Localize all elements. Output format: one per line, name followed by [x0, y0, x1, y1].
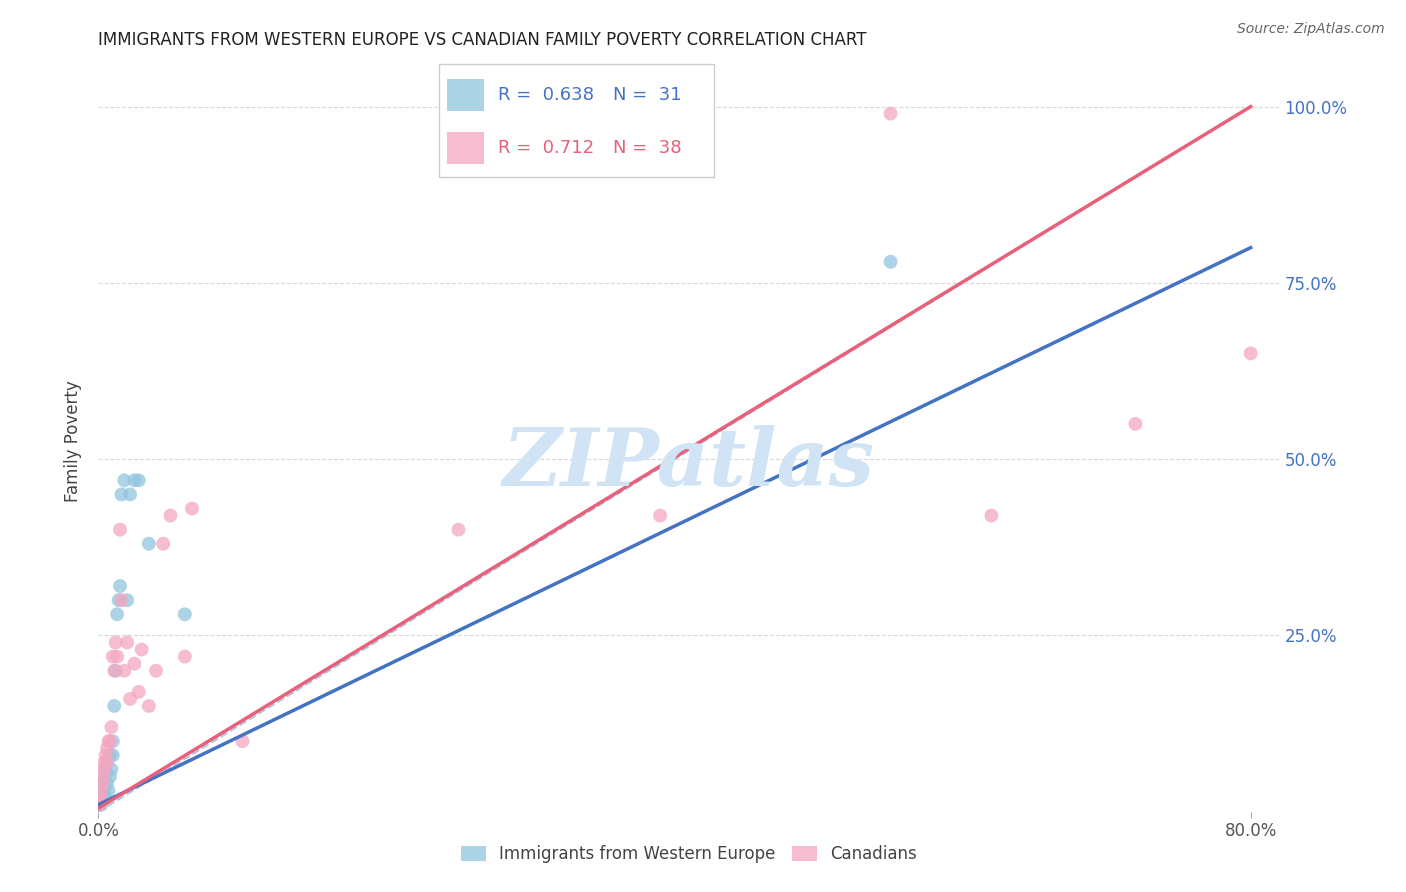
Point	[173, 649, 195, 664]
Point	[96, 756, 118, 770]
Point	[96, 776, 118, 790]
Point	[104, 635, 127, 649]
Point	[879, 106, 901, 120]
Point	[115, 593, 138, 607]
Point	[159, 508, 181, 523]
Point	[112, 664, 135, 678]
Point	[1240, 346, 1263, 360]
Point	[105, 607, 128, 622]
Point	[152, 537, 174, 551]
Point	[93, 783, 115, 797]
Point	[128, 473, 150, 487]
Point	[108, 579, 131, 593]
Point	[91, 769, 114, 783]
Point	[1125, 417, 1147, 431]
Point	[94, 763, 117, 777]
Point	[98, 734, 121, 748]
Point	[91, 776, 114, 790]
Point	[98, 748, 121, 763]
Text: Source: ZipAtlas.com: Source: ZipAtlas.com	[1237, 22, 1385, 37]
Point	[124, 657, 146, 671]
Point	[110, 487, 132, 501]
Point	[105, 649, 128, 664]
Point	[96, 756, 118, 770]
Point	[879, 254, 901, 268]
Point	[131, 642, 153, 657]
Point	[89, 797, 111, 812]
Point	[91, 790, 114, 805]
FancyBboxPatch shape	[439, 63, 714, 178]
Text: ZIPatlas: ZIPatlas	[503, 425, 875, 502]
Point	[104, 664, 127, 678]
Point	[124, 473, 146, 487]
Point	[94, 748, 117, 763]
Point	[97, 783, 120, 797]
Point	[128, 685, 150, 699]
Point	[120, 487, 142, 501]
Point	[93, 769, 115, 783]
Point	[93, 763, 115, 777]
Point	[97, 734, 120, 748]
Point	[447, 523, 470, 537]
Point	[90, 783, 112, 797]
Point	[89, 797, 111, 812]
Point	[231, 734, 253, 748]
Text: IMMIGRANTS FROM WESTERN EUROPE VS CANADIAN FAMILY POVERTY CORRELATION CHART: IMMIGRANTS FROM WESTERN EUROPE VS CANADI…	[98, 31, 868, 49]
Point	[90, 790, 112, 805]
Text: N =  31: N = 31	[613, 86, 682, 103]
Point	[93, 756, 115, 770]
Point	[110, 593, 132, 607]
Point	[100, 720, 122, 734]
Point	[103, 664, 125, 678]
Point	[650, 508, 672, 523]
Bar	[447, 78, 484, 112]
Bar	[447, 132, 484, 164]
Point	[108, 523, 131, 537]
Point	[91, 776, 114, 790]
Point	[173, 607, 195, 622]
Point	[101, 734, 124, 748]
Point	[101, 649, 124, 664]
Point	[100, 763, 122, 777]
Y-axis label: Family Poverty: Family Poverty	[65, 381, 83, 502]
Point	[107, 593, 129, 607]
Point	[138, 698, 160, 713]
Point	[181, 501, 204, 516]
Text: N =  38: N = 38	[613, 139, 682, 157]
Point	[101, 748, 124, 763]
Point	[94, 790, 117, 805]
Point	[98, 769, 121, 783]
Point	[96, 741, 118, 756]
Point	[980, 508, 1002, 523]
Point	[103, 698, 125, 713]
Point	[115, 635, 138, 649]
Text: R =  0.712: R = 0.712	[498, 139, 593, 157]
Text: R =  0.638: R = 0.638	[498, 86, 593, 103]
Point	[120, 692, 142, 706]
Point	[112, 473, 135, 487]
Point	[90, 797, 112, 812]
Legend: Immigrants from Western Europe, Canadians: Immigrants from Western Europe, Canadian…	[454, 838, 924, 870]
Point	[145, 664, 167, 678]
Point	[138, 537, 160, 551]
Point	[90, 790, 112, 805]
